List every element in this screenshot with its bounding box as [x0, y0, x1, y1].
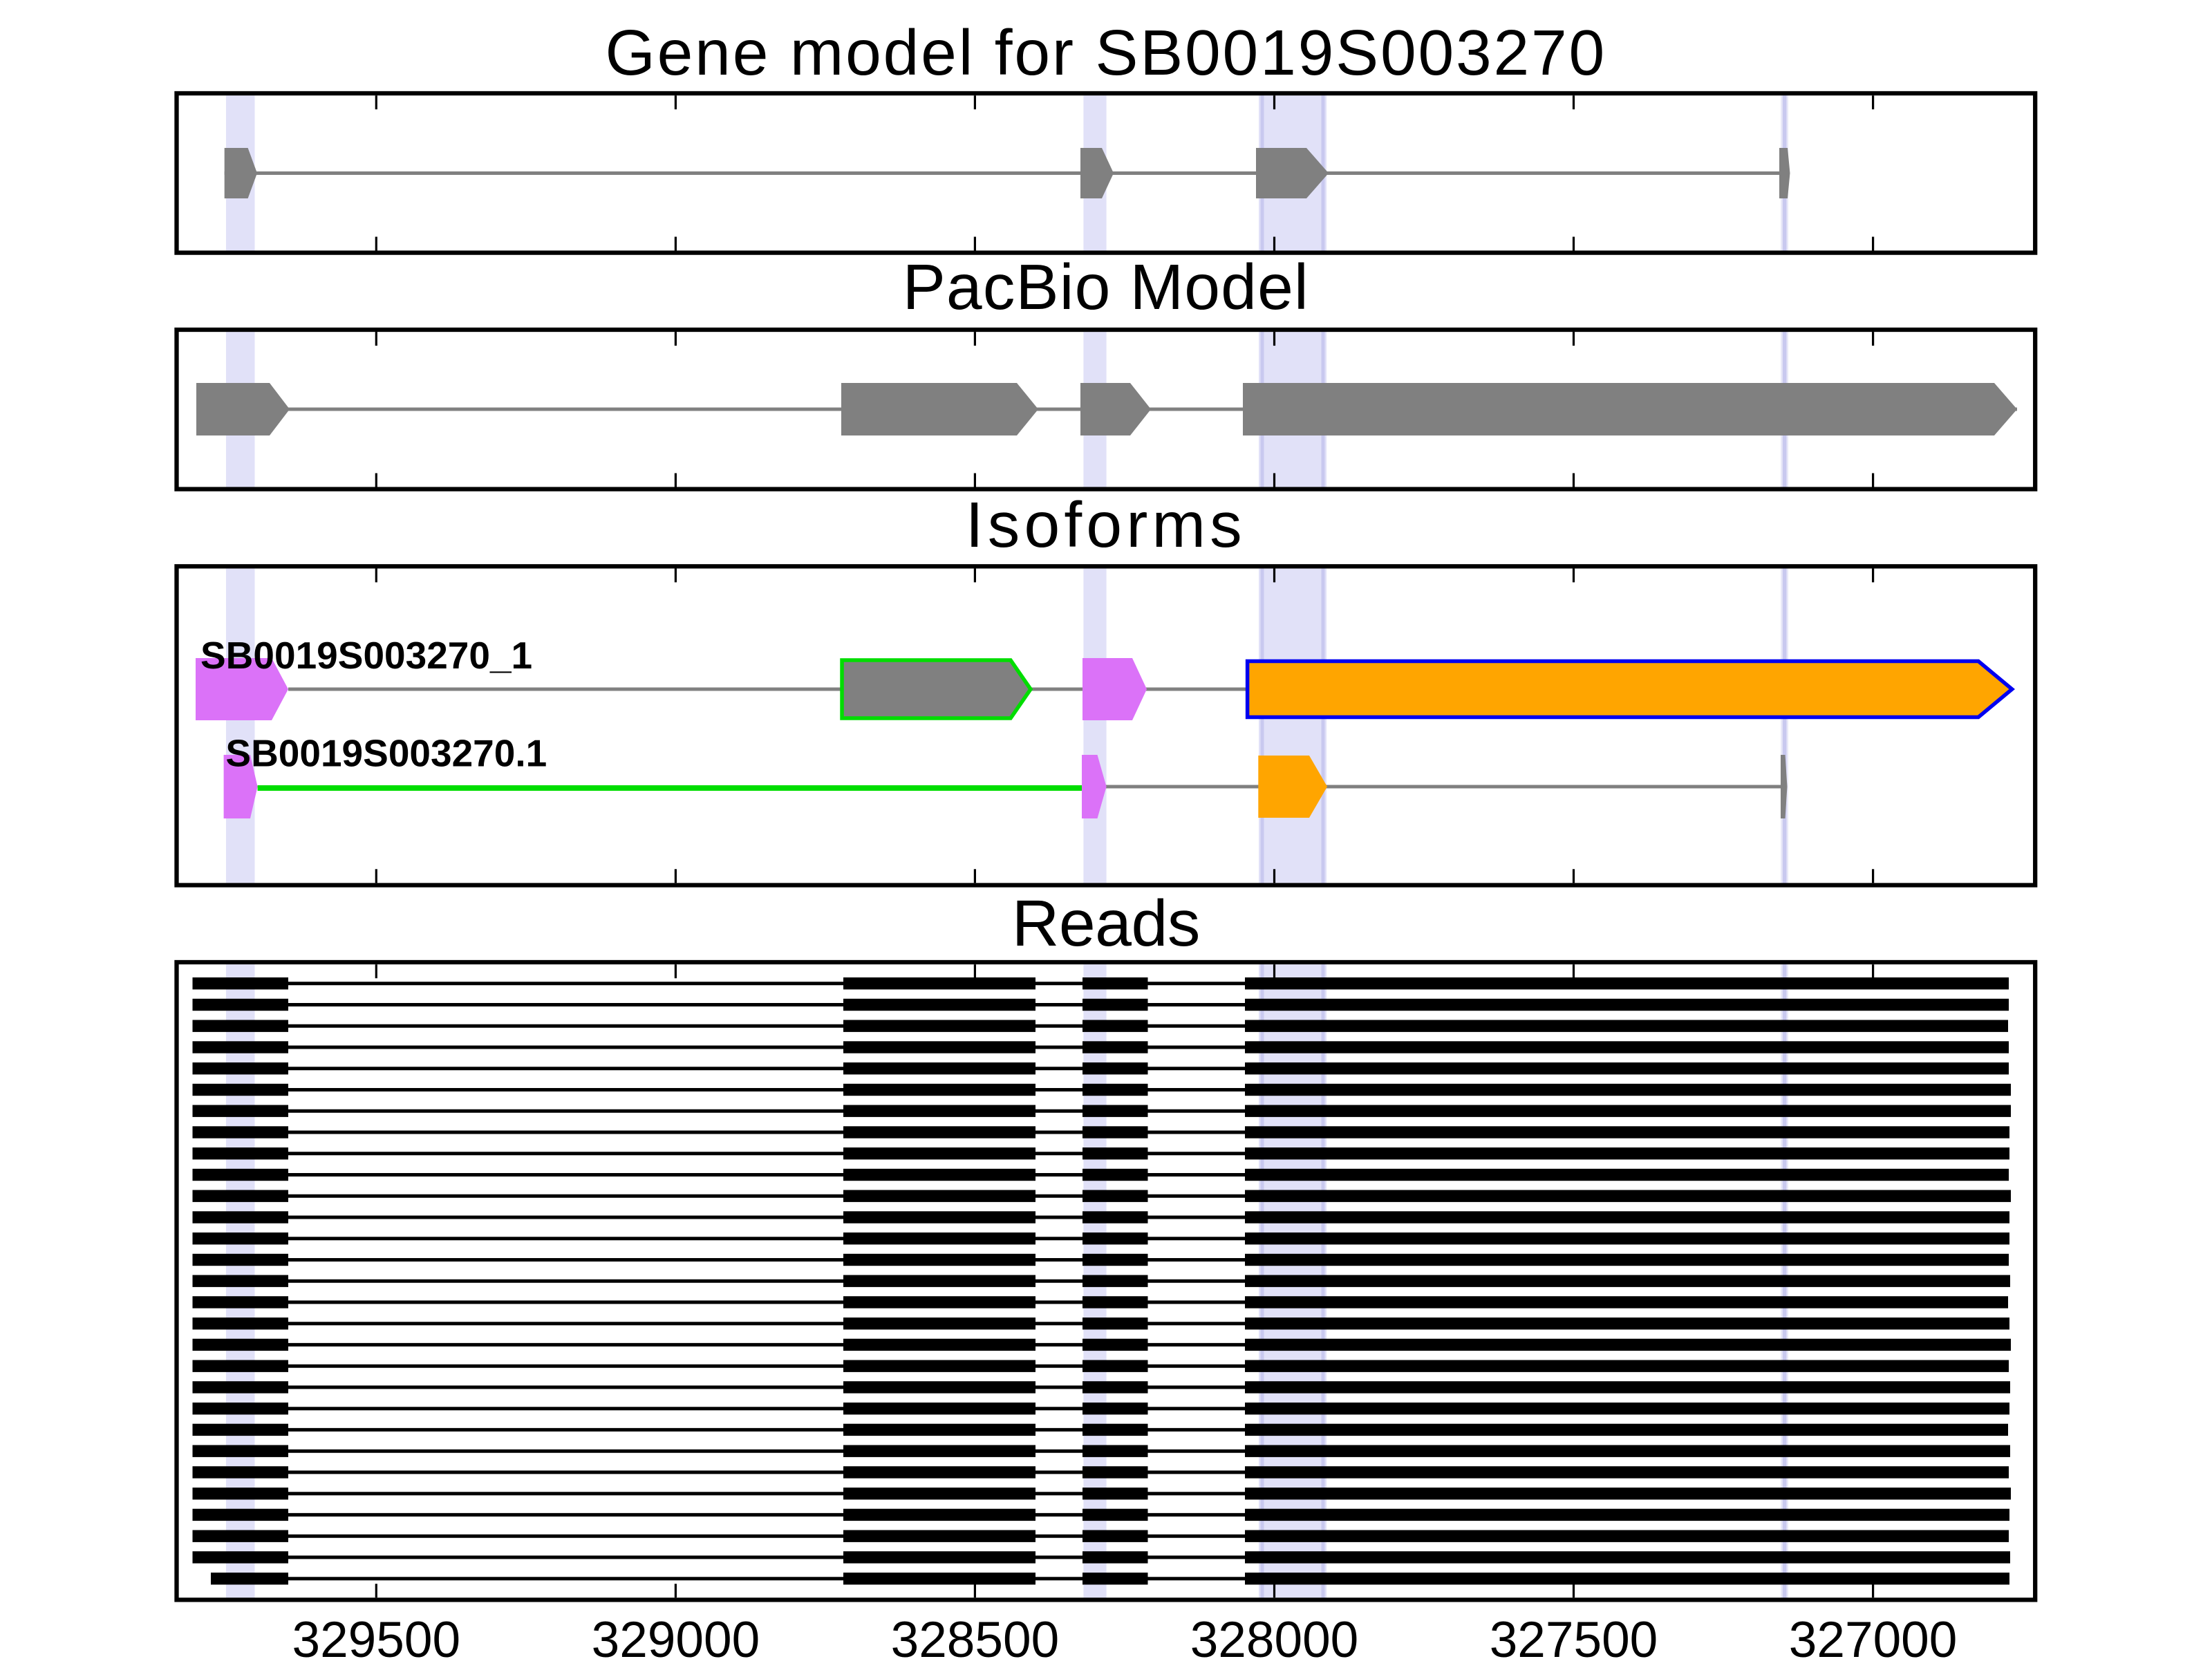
- svg-text:327500: 327500: [1490, 1612, 1658, 1659]
- svg-text:327000: 327000: [1789, 1612, 1958, 1659]
- svg-text:PacBio Model: PacBio Model: [903, 251, 1309, 323]
- svg-text:328000: 328000: [1190, 1612, 1359, 1659]
- svg-text:328500: 328500: [891, 1612, 1060, 1659]
- svg-text:Reads: Reads: [1012, 887, 1200, 960]
- svg-text:329000: 329000: [592, 1612, 760, 1659]
- svg-text:329500: 329500: [292, 1612, 460, 1659]
- svg-text:Gene model for SB0019S003270: Gene model for SB0019S003270: [606, 17, 1607, 88]
- svg-text:Isoforms: Isoforms: [966, 489, 1246, 561]
- svg-text:SB0019S003270.1: SB0019S003270.1: [225, 732, 547, 775]
- svg-text:SB0019S003270_1: SB0019S003270_1: [200, 634, 532, 677]
